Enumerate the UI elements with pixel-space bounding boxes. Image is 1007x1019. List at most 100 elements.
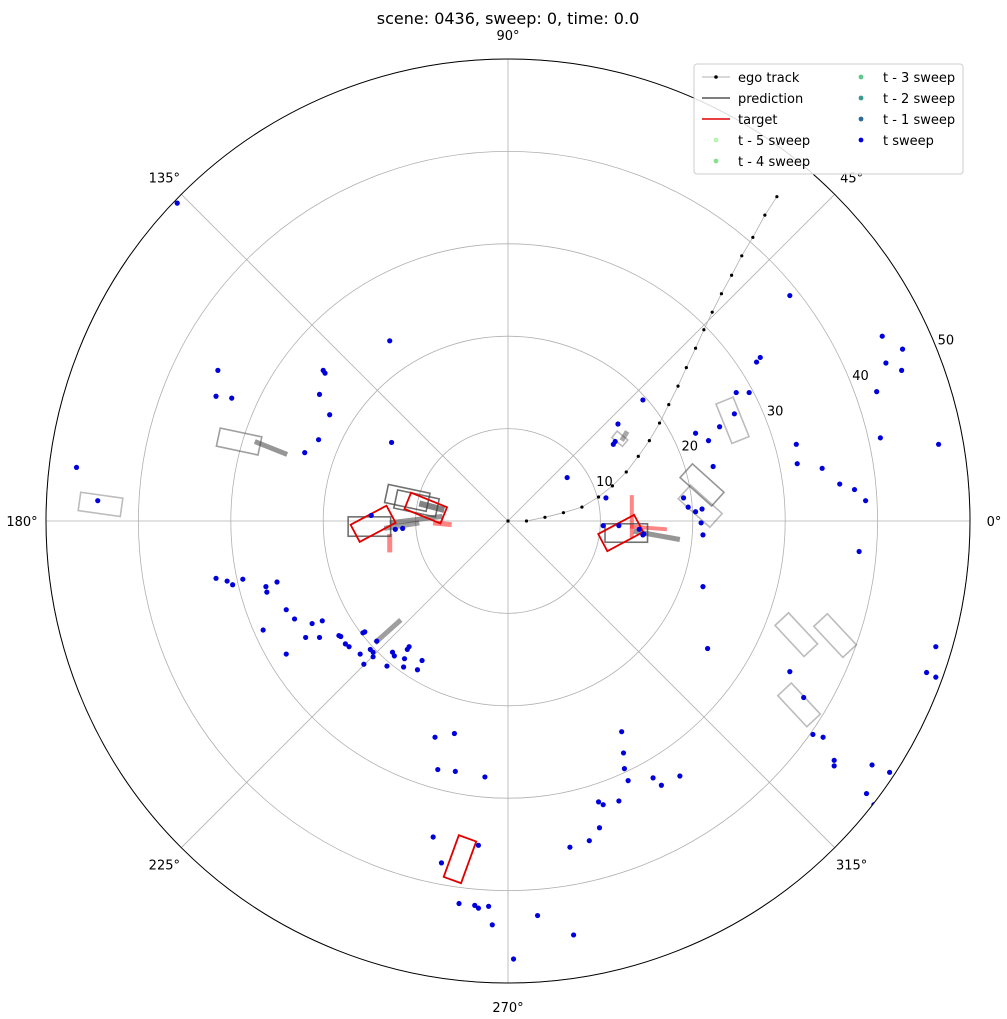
ego-track-point	[775, 195, 779, 199]
t-sweep-point	[862, 498, 869, 504]
r-tick-label: 40	[852, 369, 869, 384]
prediction-box	[77, 491, 124, 518]
t-sweep-point	[698, 520, 704, 526]
target-box	[442, 834, 478, 885]
t-sweep-point	[357, 651, 363, 657]
t-sweep-point	[787, 669, 793, 675]
t-sweep-point	[456, 900, 462, 907]
t-sweep-point	[831, 763, 837, 769]
t-sweep-point	[874, 389, 880, 395]
t-sweep-point	[820, 734, 826, 740]
t-sweep-point	[641, 531, 647, 537]
t-sweep-point	[400, 664, 407, 670]
t-sweep-point	[600, 802, 606, 808]
t-sweep-point	[361, 661, 367, 667]
t-sweep-point	[658, 782, 664, 788]
t-sweep-point	[274, 579, 280, 585]
polar-frame	[45, 58, 971, 984]
t-sweep-point	[215, 367, 221, 373]
ego-track-point	[667, 402, 671, 407]
t-sweep-point	[485, 903, 492, 909]
t-sweep-point	[438, 860, 445, 866]
t-sweep-point	[787, 292, 793, 299]
t-sweep-point	[856, 548, 862, 555]
prediction-box	[776, 681, 822, 728]
t-sweep-point	[346, 644, 352, 650]
legend-label: t - 4 sweep	[738, 155, 810, 170]
t-sweep-point	[757, 354, 763, 361]
radial-tick-labels: 10 20 30 40 50	[596, 334, 954, 490]
t-sweep-point	[316, 391, 323, 398]
t-sweep-point	[263, 584, 269, 590]
t-sweep-point	[692, 430, 699, 436]
prediction-trail	[418, 500, 445, 513]
t-sweep-point	[224, 578, 230, 584]
t-sweep-point	[342, 641, 348, 647]
t-sweep-point	[879, 333, 885, 339]
ego-track-point	[524, 519, 529, 523]
target-trail	[629, 524, 668, 532]
t-sweep-point	[230, 582, 236, 588]
legend-label: t - 2 sweep	[883, 92, 955, 107]
t-sweep-point	[640, 397, 646, 403]
ego-track-point	[636, 454, 640, 458]
theta-tick-label: 135°	[149, 171, 180, 186]
prediction-box	[812, 612, 858, 659]
t-sweep-point	[419, 657, 425, 664]
t-sweep-point	[368, 512, 374, 519]
ego-track-point	[580, 505, 584, 509]
t-sweep-point	[387, 338, 393, 344]
t-sweep-point	[685, 504, 691, 510]
t-sweep-point	[432, 734, 438, 740]
t-sweep-point	[482, 774, 488, 780]
t-sweep-point	[716, 424, 723, 430]
t-sweep-point	[887, 769, 893, 775]
t-sweep-point	[384, 663, 390, 669]
t-sweep-point	[746, 389, 752, 396]
theta-tick-label: 270°	[492, 1001, 523, 1016]
t-sweep-point	[595, 799, 602, 805]
legend-label: t sweep	[883, 134, 934, 149]
legend-swatch	[713, 137, 719, 143]
t-sweep-point	[677, 773, 683, 779]
t-sweep-point	[302, 450, 308, 456]
t-sweep-point	[615, 421, 621, 427]
t-sweep-point	[319, 618, 325, 624]
r-tick-label: 50	[938, 334, 955, 349]
t-sweep-point	[213, 393, 219, 399]
t-sweep-point	[95, 498, 101, 504]
t-sweep-point	[596, 825, 603, 831]
ego-track-point	[506, 519, 510, 523]
legend-label: t - 3 sweep	[883, 71, 955, 86]
ego-track-point	[676, 384, 680, 388]
t-sweep-point	[374, 638, 380, 644]
t-sweep-point	[794, 461, 800, 467]
t-sweep-point	[260, 627, 266, 633]
t-sweep-point	[283, 607, 289, 613]
t-sweep-point	[564, 474, 570, 481]
r-tick-label: 30	[767, 404, 784, 419]
t-sweep-point	[316, 634, 323, 641]
t-sweep-point	[388, 439, 395, 446]
legend-swatch-marker	[714, 75, 718, 79]
t-sweep-point	[401, 656, 408, 662]
t-sweep-point	[322, 370, 328, 376]
t-sweep-point	[291, 616, 298, 622]
grid-spoke	[181, 520, 509, 848]
t-sweep-point	[510, 956, 517, 962]
prediction-box	[773, 611, 819, 658]
t-sweep-point	[753, 359, 760, 365]
target-box	[349, 504, 397, 544]
t-sweep-point	[923, 669, 930, 676]
t-sweep-point	[877, 435, 883, 441]
angle-tick-labels: 0° 45° 90° 135° 180° 225° 270° 315°	[6, 29, 1001, 1016]
ego-track-point	[751, 235, 755, 239]
t-sweep-point	[680, 495, 687, 501]
grid-spoke	[507, 194, 835, 522]
ego-track-point	[710, 310, 714, 314]
t-sweep-point	[600, 523, 606, 529]
t-sweep-point	[309, 620, 315, 627]
theta-tick-label: 225°	[149, 859, 180, 874]
ego-track-point	[693, 346, 698, 350]
